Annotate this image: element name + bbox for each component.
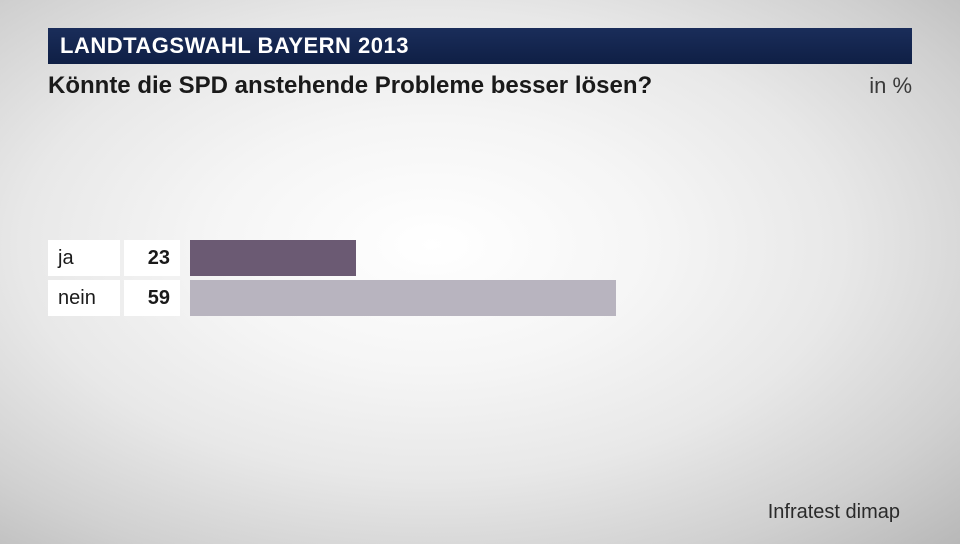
bar-row: nein 59 bbox=[48, 280, 912, 316]
chart-area: ja 23 nein 59 bbox=[48, 240, 912, 320]
bar-value: 59 bbox=[124, 280, 180, 316]
bar-value: 23 bbox=[124, 240, 180, 276]
bar-fill bbox=[190, 240, 356, 276]
source-attribution: Infratest dimap bbox=[768, 501, 900, 524]
header-banner: LANDTAGSWAHL BAYERN 2013 bbox=[48, 28, 912, 64]
chart-unit: in % bbox=[869, 73, 912, 99]
bar-label: nein bbox=[48, 280, 120, 316]
bar-row: ja 23 bbox=[48, 240, 912, 276]
header-banner-text: LANDTAGSWAHL BAYERN 2013 bbox=[60, 33, 409, 59]
chart-subtitle: Könnte die SPD anstehende Probleme besse… bbox=[48, 72, 652, 100]
bar-track bbox=[190, 280, 912, 316]
bar-track bbox=[190, 240, 912, 276]
bar-fill bbox=[190, 280, 616, 316]
subtitle-row: Könnte die SPD anstehende Probleme besse… bbox=[48, 72, 912, 100]
bar-label: ja bbox=[48, 240, 120, 276]
